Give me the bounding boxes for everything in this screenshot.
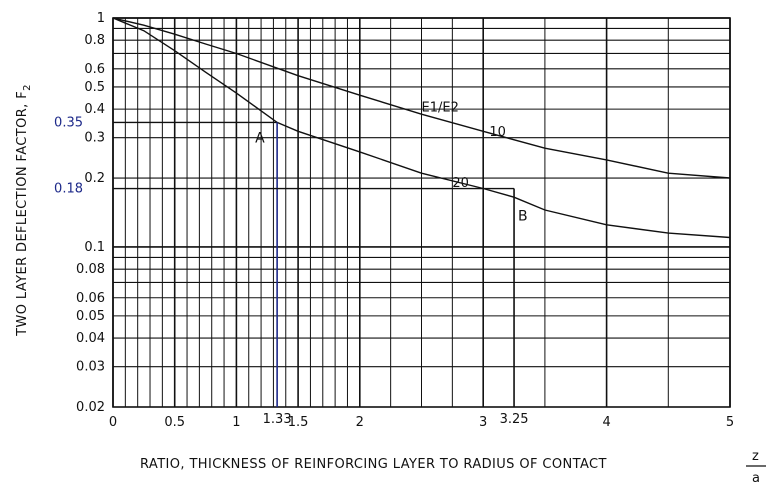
grid [112,17,731,408]
y-tick-label-7: 0.1 [84,240,105,255]
y-tick-label-5: 0.3 [84,131,105,146]
y-tick-label-6: 0.2 [84,171,105,186]
y-tick-label-8: 0.08 [76,262,105,277]
annotation-A-x-value: 1.33 [263,412,292,427]
legend-title: E1/E2 [422,101,459,116]
x-axis-label: RATIO, THICKNESS OF REINFORCING LAYER TO… [140,457,607,472]
annotation-A-label: A [255,130,265,146]
x-tick-label-3: 1.5 [288,415,309,430]
y-tick-label-2: 0.6 [84,62,105,77]
x-axis-symbol-a: a [752,471,760,486]
series-layer: 10 20 E1/E2 [112,17,731,239]
y-axis-label-group: TWO LAYER DEFLECTION FACTOR, F2 [15,84,33,337]
x-tick-label-4: 2 [356,415,364,430]
x-tick-label-0: 0 [109,415,117,430]
y-tick-label-11: 0.04 [76,331,105,346]
y-tick-label-0: 1 [97,11,105,26]
y-tick-label-1: 0.8 [84,33,105,48]
annotation-B-y-value: 0.18 [54,182,83,197]
y-tick-label-3: 0.5 [84,80,105,95]
series-label-20: 20 [452,176,469,191]
tick-labels: 0 0.5 1 1.5 2 3 4 5 1 0.8 0.6 0.5 0.4 0.3 0.2 0.1 0.08 0.… [76,11,734,430]
y-tick-label-13: 0.02 [76,400,105,415]
x-tick-label-7: 5 [726,415,734,430]
y-tick-label-9: 0.06 [76,291,105,306]
y-tick-label-12: 0.03 [76,360,105,375]
annotation-A-y-value: 0.35 [54,115,83,130]
annotation-layer: A 0.35 1.33 B 0.18 3.25 [54,115,528,427]
y-tick-label-10: 0.05 [76,309,105,324]
annotation-B-x-value: 3.25 [500,412,529,427]
x-axis-symbol-z: z [752,449,759,464]
y-tick-label-4: 0.4 [84,102,105,117]
x-tick-label-6: 4 [602,415,610,430]
series-line-10 [112,17,731,179]
x-tick-label-2: 1 [232,415,240,430]
annotation-B-label: B [518,209,528,225]
y-axis-label: TWO LAYER DEFLECTION FACTOR, F2 [15,84,33,337]
series-line-20 [112,17,731,239]
x-tick-label-5: 3 [479,415,487,430]
plot-border [112,17,731,408]
series-label-10: 10 [489,125,506,140]
x-tick-label-1: 0.5 [164,415,185,430]
